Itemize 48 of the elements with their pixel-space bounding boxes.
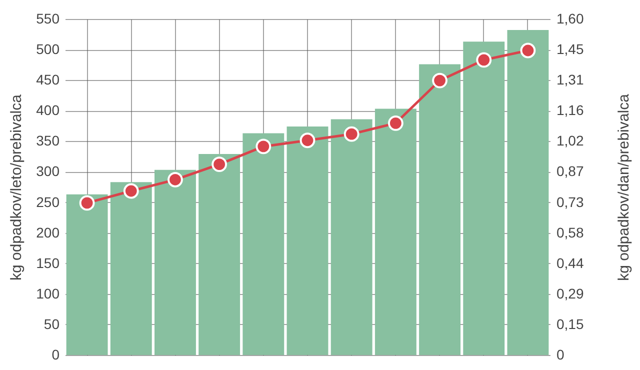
- y-tick-label: 350: [36, 132, 60, 149]
- point: [212, 156, 228, 172]
- y2-tick-label: 1,31: [556, 72, 584, 88]
- bar: [198, 154, 240, 355]
- point: [300, 132, 316, 148]
- y2-tick-label: 1,16: [556, 102, 584, 118]
- y-tick-label: 50: [44, 316, 60, 332]
- y-tick-label: 500: [36, 41, 60, 58]
- bar: [154, 170, 196, 355]
- point: [476, 52, 492, 68]
- point: [79, 195, 95, 211]
- y2-tick-label: 1,02: [556, 132, 584, 149]
- y2-tick-label: 0,87: [556, 163, 584, 180]
- y-tick-label: 0: [52, 346, 60, 362]
- y-tick-label: 450: [36, 72, 60, 88]
- y2-tick-label: 0: [556, 346, 564, 362]
- point: [388, 115, 404, 131]
- bar: [242, 133, 284, 355]
- y2-axis-title: kg odpadkov/dan/prebivalca: [616, 93, 633, 281]
- bar: [463, 42, 505, 355]
- y-tick-label: 250: [36, 194, 60, 210]
- y2-tick-label: 0,15: [556, 316, 584, 332]
- y2-tick-label: 0,29: [556, 285, 584, 302]
- y2-tick-label: 0,58: [556, 224, 584, 240]
- y-tick-label: 100: [36, 285, 60, 302]
- bar: [507, 30, 549, 355]
- y2-tick-label: 1,60: [556, 10, 584, 26]
- bar: [330, 119, 372, 355]
- y-tick-label: 550: [36, 10, 60, 26]
- point: [168, 172, 183, 188]
- bar: [110, 182, 152, 355]
- bar: [419, 64, 460, 355]
- y2-tick-label: 0,44: [556, 254, 584, 271]
- y-tick-label: 150: [36, 254, 60, 271]
- bar: [374, 108, 416, 355]
- point: [520, 42, 536, 58]
- y-tick-label: 300: [36, 163, 60, 180]
- y2-tick-label: 1,45: [556, 40, 584, 57]
- y-tick-label: 400: [36, 102, 60, 118]
- point: [432, 72, 448, 88]
- point: [344, 126, 360, 142]
- bar: [66, 194, 108, 355]
- point: [123, 183, 139, 199]
- y-tick-label: 200: [36, 224, 60, 240]
- point: [256, 138, 272, 154]
- y-axis-title: kg odpadkov/leto/prebivalca: [8, 94, 26, 280]
- y2-tick-label: 0,73: [556, 194, 584, 210]
- bar: [286, 126, 328, 355]
